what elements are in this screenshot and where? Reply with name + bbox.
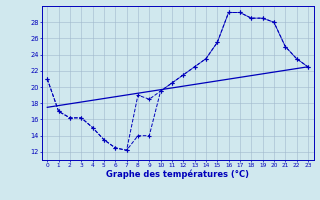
X-axis label: Graphe des températures (°C): Graphe des températures (°C)	[106, 169, 249, 179]
